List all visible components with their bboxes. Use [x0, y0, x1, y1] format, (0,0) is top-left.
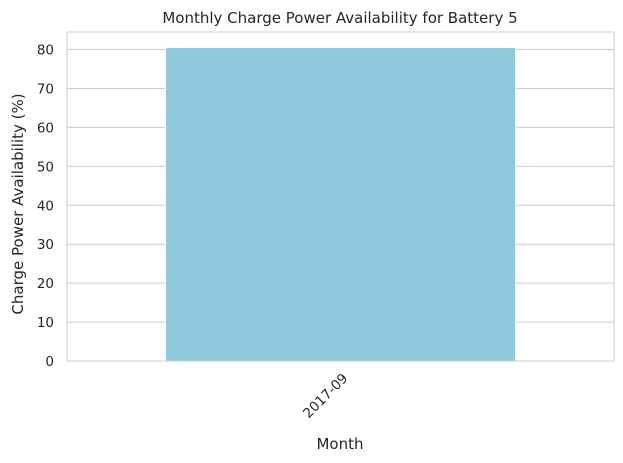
x-tick-labels: 2017-09	[300, 371, 351, 422]
y-tick-labels: 0 10 20 30 40 50 60 70 80	[37, 43, 54, 370]
y-tick-label: 20	[37, 276, 54, 292]
y-tick-label: 70	[37, 81, 54, 97]
y-tick-label: 40	[37, 198, 54, 214]
y-tick-label: 60	[37, 120, 54, 136]
chart-title: Monthly Charge Power Availability for Ba…	[162, 9, 517, 27]
y-tick-label: 50	[37, 159, 54, 175]
bar-2017-09	[164, 47, 517, 362]
y-tick-label: 0	[45, 354, 54, 370]
y-tick-label: 80	[37, 43, 54, 59]
y-tick-label: 10	[37, 315, 54, 331]
plot-area-frame	[66, 31, 615, 362]
x-axis-label: Month	[316, 435, 363, 453]
bars	[164, 47, 517, 362]
y-axis-label: Charge Power Availability (%)	[9, 93, 27, 314]
x-tick-label: 2017-09	[300, 371, 351, 422]
y-tick-label: 30	[37, 237, 54, 253]
